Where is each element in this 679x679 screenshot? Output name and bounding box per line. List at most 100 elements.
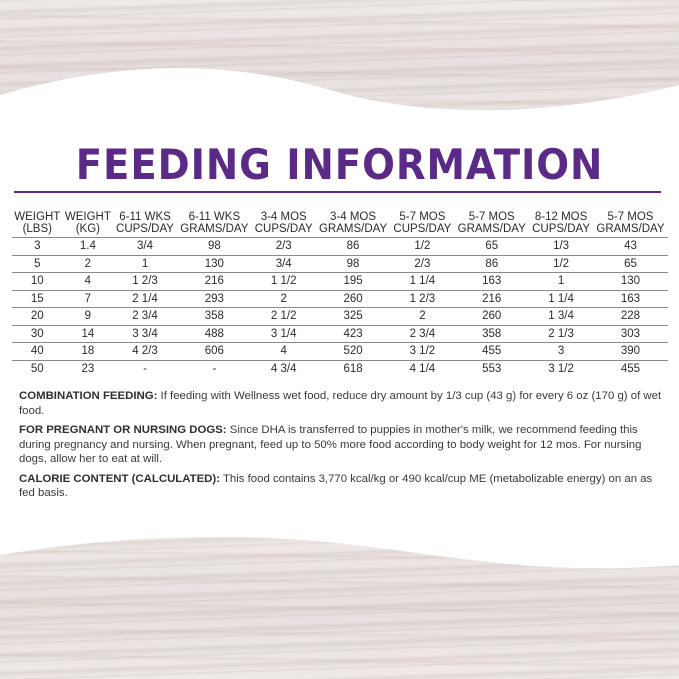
column-header-line: 5-7 MOS	[468, 211, 515, 223]
table-cell: 1	[529, 272, 593, 291]
table-cell: 4	[62, 272, 114, 291]
table-cell: 1	[113, 255, 177, 273]
table-cell: 455	[620, 362, 641, 375]
table-cell: 2	[390, 307, 455, 326]
table-cell: 216	[176, 272, 252, 291]
table-cell: 43	[592, 237, 668, 256]
column-header-line: 3-4 MOS	[260, 211, 307, 223]
table-body: 3 1.4 3/4 98 2/3 86 1/2 65 1/3 43 5 2 1 130 3/4 98 2/3 86…	[12, 237, 668, 378]
table-cell: 2 1/4	[113, 290, 177, 308]
table-cell: 2	[62, 255, 114, 273]
column-header: 5-7 MOS CUPS/DAY	[390, 209, 455, 238]
table-cell: 606	[176, 342, 252, 361]
table-cell: 553	[482, 362, 502, 375]
table-row: 50 23 - - 4 3/4 618 4 1/4 553 3 1/2 455	[12, 360, 668, 377]
table-cell: 1 3/4	[529, 307, 593, 326]
table-cell: 98	[315, 255, 391, 273]
title-divider	[14, 191, 661, 193]
combination-feeding-text: If feeding with Wellness wet food, reduc…	[19, 390, 662, 417]
feeding-table: WEIGHT (LBS) WEIGHT (KG) 6-11 WKS CUPS/DAY 6-1…	[12, 209, 668, 377]
table-cell: 5	[12, 255, 63, 273]
table-cell: 488	[176, 325, 252, 343]
table-cell: 3	[529, 342, 593, 361]
combination-feeding-note: COMBINATION FEEDING: If feeding with Wel…	[19, 389, 667, 418]
column-header-line: 3-4 MOS	[330, 211, 377, 223]
table-cell: 9	[62, 307, 114, 326]
calorie-content-text: This food contains 3,770 kcal/kg or 490 …	[19, 472, 653, 500]
table-cell: -	[143, 362, 147, 375]
table-cell: 163	[454, 272, 530, 291]
table-cell: 358	[176, 307, 252, 326]
table-cell: 325	[315, 307, 391, 326]
table-cell: 358	[454, 325, 530, 343]
table-cell: 4 3/4	[270, 362, 297, 375]
table-cell: 20	[12, 307, 63, 326]
table-cell: 2 1/2	[251, 307, 316, 326]
table-cell: 1/3	[529, 237, 593, 256]
column-header-line: WEIGHT	[14, 211, 61, 223]
table-cell: 30	[12, 325, 63, 343]
table-cell: 293	[176, 290, 252, 308]
column-header: 5-7 MOS GRAMS/DAY	[592, 209, 668, 238]
pregnant-nursing-text: Since DHA is transferred to puppies in m…	[19, 424, 642, 465]
table-cell: -	[212, 362, 217, 375]
wave-divider-top	[0, 68, 679, 145]
table-cell: 130	[592, 272, 668, 291]
column-header: 8-12 MOS CUPS/DAY	[529, 209, 593, 238]
table-cell: 1 2/3	[390, 290, 455, 308]
table-cell: 303	[592, 325, 668, 343]
column-header-line: 6-11 WKS	[188, 211, 241, 223]
wave-divider-bottom	[0, 520, 679, 569]
table-cell: 260	[315, 290, 391, 308]
table-cell: 3/4	[113, 237, 177, 256]
column-header-line: 5-7 MOS	[607, 211, 654, 223]
table-cell: 423	[315, 325, 391, 343]
table-cell: 98	[176, 237, 252, 256]
table-cell: 2 3/4	[390, 325, 455, 343]
table-cell: 2/3	[251, 237, 316, 256]
table-cell: 2/3	[390, 255, 455, 273]
table-cell: 228	[592, 307, 668, 326]
pregnant-nursing-note: FOR PREGNANT OR NURSING DOGS: Since DHA …	[19, 423, 667, 467]
table-cell: 130	[176, 255, 252, 273]
column-header-line: GRAMS/DAY	[180, 223, 249, 235]
table-cell: 1 1/2	[251, 272, 316, 291]
column-header-line: WEIGHT	[64, 211, 111, 223]
table-cell: 1 1/4	[390, 272, 455, 291]
column-header-line: (KG)	[75, 223, 100, 235]
column-header-line: CUPS/DAY	[532, 223, 591, 235]
table-cell: 4 2/3	[113, 342, 177, 361]
table-row: 5 2 1 130 3/4 98 2/3 86 1/2 65	[12, 255, 668, 273]
table-cell: 3	[12, 237, 63, 256]
table-row: 3 1.4 3/4 98 2/3 86 1/2 65 1/3 43	[12, 237, 668, 256]
table-cell: 15	[12, 290, 63, 308]
column-header-line: 5-7 MOS	[399, 211, 446, 223]
table-cell: 520	[315, 342, 391, 361]
table-cell: 2	[251, 290, 316, 308]
feeding-notes: COMBINATION FEEDING: If feeding with Wel…	[19, 389, 667, 506]
table-cell: 18	[62, 342, 114, 361]
pregnant-nursing-label: FOR PREGNANT OR NURSING DOGS:	[19, 424, 227, 436]
column-header: 3-4 MOS CUPS/DAY	[251, 209, 316, 238]
calorie-content-label: CALORIE CONTENT (CALCULATED):	[19, 472, 220, 485]
table-cell: 14	[62, 325, 114, 343]
column-header: 3-4 MOS GRAMS/DAY	[315, 209, 391, 238]
table-cell: 1 1/4	[529, 290, 593, 308]
table-header-row: WEIGHT (LBS) WEIGHT (KG) 6-11 WKS CUPS/DAY 6-1…	[12, 209, 668, 238]
column-header: 6-11 WKS GRAMS/DAY	[176, 209, 252, 238]
table-cell: 1.4	[62, 237, 114, 256]
table-cell: 40	[12, 342, 63, 361]
table-cell: 23	[81, 362, 95, 375]
table-cell: 3 1/4	[251, 325, 316, 343]
table-cell: 2 1/3	[529, 325, 593, 343]
table-row: 20 9 2 3/4 358 2 1/2 325 2 260 1 3/4 228	[12, 307, 668, 326]
table-row: 15 7 2 1/4 293 2 260 1 2/3 216 1 1/4 163	[12, 290, 668, 308]
column-header-line: GRAMS/DAY	[457, 223, 526, 235]
table-cell: 50	[30, 362, 44, 375]
table-cell: 65	[454, 237, 530, 256]
table-cell: 7	[62, 290, 114, 308]
table-cell: 65	[592, 255, 668, 273]
combination-feeding-label: COMBINATION FEEDING:	[19, 390, 158, 402]
table-cell: 2 3/4	[113, 307, 177, 326]
column-header-line: GRAMS/DAY	[318, 223, 388, 235]
